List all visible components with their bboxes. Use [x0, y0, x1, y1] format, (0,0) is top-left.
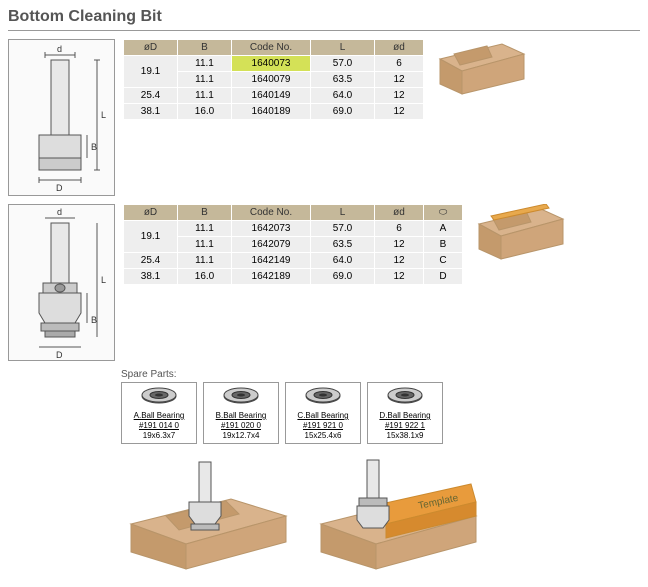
table-row: 38.116.0164218969.012D — [124, 269, 463, 285]
bearing-size: 15x25.4x6 — [289, 431, 357, 440]
svg-text:B: B — [91, 315, 97, 325]
table-row: 19.111.1164207357.06A — [124, 221, 463, 237]
diagram-2: d L B D — [8, 204, 115, 361]
spare-parts-section: Spare Parts: A.Ball Bearing #191 014 0 1… — [121, 369, 640, 444]
page-title: Bottom Cleaning Bit — [8, 8, 640, 26]
spare-parts-label: Spare Parts: — [121, 369, 640, 380]
section-2: d L B D øDBCode No.Lød⬭ 19.111.116420735… — [8, 204, 640, 361]
bearing-name: B.Ball Bearing — [207, 411, 275, 420]
table-row: 25.411.1164014964.012 — [124, 88, 424, 104]
bearing-size: 19x6.3x7 — [125, 431, 193, 440]
bearing-size: 15x38.1x9 — [371, 431, 439, 440]
svg-text:d: d — [57, 44, 62, 54]
bearing-code: #191 921 0 — [289, 421, 357, 430]
cut-illustration-1 — [121, 454, 291, 579]
svg-text:B: B — [91, 142, 97, 152]
bottom-illustrations: Template — [121, 454, 640, 579]
table-row: 38.116.0164018969.012 — [124, 104, 424, 120]
table-header: L — [311, 40, 375, 56]
title-separator — [8, 30, 640, 31]
bearing-box: A.Ball Bearing #191 014 0 19x6.3x7 — [121, 382, 197, 444]
cut-illustration-2: Template — [311, 454, 481, 579]
table-header: B — [178, 40, 232, 56]
table-header: ød — [375, 205, 424, 221]
bearing-box: C.Ball Bearing #191 921 0 15x25.4x6 — [285, 382, 361, 444]
svg-text:D: D — [56, 350, 63, 360]
table-header: ⬭ — [424, 205, 463, 221]
svg-text:L: L — [101, 275, 106, 285]
bearings-row: A.Ball Bearing #191 014 0 19x6.3x7 B.Bal… — [121, 382, 640, 444]
diagram-1: d L B D — [8, 39, 115, 196]
svg-text:L: L — [101, 110, 106, 120]
table-header: Code No. — [232, 40, 311, 56]
bearing-name: A.Ball Bearing — [125, 411, 193, 420]
wood-sample-2 — [471, 204, 566, 264]
bearing-code: #191 020 0 — [207, 421, 275, 430]
bearing-box: B.Ball Bearing #191 020 0 19x12.7x4 — [203, 382, 279, 444]
bearing-name: C.Ball Bearing — [289, 411, 357, 420]
bearing-box: D.Ball Bearing #191 922 1 15x38.1x9 — [367, 382, 443, 444]
section-1: d L B D øDBCode No.Lød 19.111.1164007357… — [8, 39, 640, 196]
bearing-size: 19x12.7x4 — [207, 431, 275, 440]
wood-sample-1 — [432, 39, 527, 99]
table-row: 25.411.1164214964.012C — [124, 253, 463, 269]
table-row: 19.111.1164007357.06 — [124, 56, 424, 72]
table-header: øD — [124, 205, 178, 221]
table-header: B — [178, 205, 232, 221]
table-header: Code No. — [232, 205, 311, 221]
spec-table-1: øDBCode No.Lød 19.111.1164007357.0611.11… — [123, 39, 424, 120]
bearing-name: D.Ball Bearing — [371, 411, 439, 420]
svg-text:D: D — [56, 183, 63, 193]
table-header: ød — [375, 40, 424, 56]
svg-text:d: d — [57, 207, 62, 217]
bearing-code: #191 014 0 — [125, 421, 193, 430]
table-header: L — [311, 205, 375, 221]
table-header: øD — [124, 40, 178, 56]
bearing-code: #191 922 1 — [371, 421, 439, 430]
spec-table-2: øDBCode No.Lød⬭ 19.111.1164207357.06A11.… — [123, 204, 463, 285]
